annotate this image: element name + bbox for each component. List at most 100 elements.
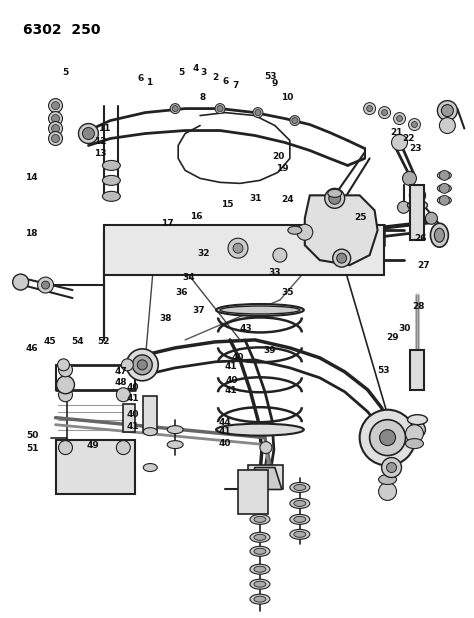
Text: 26: 26	[414, 234, 427, 243]
Text: 39: 39	[264, 347, 276, 355]
Text: 6: 6	[222, 77, 229, 86]
Circle shape	[379, 483, 397, 501]
Circle shape	[397, 116, 402, 122]
Text: 41: 41	[127, 421, 139, 431]
Ellipse shape	[438, 197, 451, 205]
Circle shape	[410, 421, 426, 438]
Ellipse shape	[250, 514, 270, 524]
Bar	[410, 185, 424, 240]
Text: 25: 25	[355, 213, 367, 222]
Ellipse shape	[167, 441, 183, 449]
Ellipse shape	[290, 499, 310, 509]
Ellipse shape	[216, 424, 304, 436]
Bar	[104, 225, 383, 245]
Ellipse shape	[294, 531, 306, 537]
Circle shape	[329, 192, 341, 205]
Text: 38: 38	[159, 315, 172, 323]
Text: 48: 48	[114, 378, 127, 387]
Circle shape	[273, 248, 287, 262]
Ellipse shape	[102, 192, 120, 201]
Circle shape	[387, 462, 397, 473]
Circle shape	[405, 425, 423, 442]
Text: 19: 19	[275, 164, 288, 173]
Ellipse shape	[290, 514, 310, 524]
Circle shape	[411, 122, 418, 127]
Text: 27: 27	[417, 261, 429, 270]
Polygon shape	[248, 468, 282, 489]
Text: 14: 14	[25, 172, 38, 182]
Circle shape	[370, 420, 405, 455]
Circle shape	[172, 106, 178, 112]
Ellipse shape	[250, 594, 270, 604]
Bar	[248, 465, 283, 489]
Ellipse shape	[254, 535, 266, 540]
Ellipse shape	[143, 428, 157, 436]
Circle shape	[325, 188, 345, 208]
Text: 22: 22	[402, 134, 414, 143]
Circle shape	[217, 106, 223, 112]
Text: 53: 53	[264, 72, 276, 80]
Text: 23: 23	[410, 143, 422, 153]
Ellipse shape	[405, 439, 423, 449]
Ellipse shape	[438, 184, 451, 192]
Circle shape	[58, 441, 73, 455]
Circle shape	[48, 122, 63, 135]
Ellipse shape	[254, 581, 266, 587]
Ellipse shape	[254, 517, 266, 522]
Ellipse shape	[408, 200, 428, 210]
Bar	[143, 396, 157, 431]
Ellipse shape	[102, 176, 120, 185]
Circle shape	[409, 119, 420, 130]
Ellipse shape	[254, 548, 266, 554]
Ellipse shape	[434, 228, 445, 242]
Ellipse shape	[294, 485, 306, 491]
Circle shape	[393, 112, 405, 125]
Text: 28: 28	[412, 302, 425, 311]
Text: 41: 41	[219, 426, 231, 436]
Text: 49: 49	[87, 441, 100, 451]
Circle shape	[292, 117, 298, 124]
Text: 11: 11	[99, 124, 111, 133]
Text: 34: 34	[182, 273, 195, 282]
Circle shape	[48, 99, 63, 112]
Text: 10: 10	[281, 93, 293, 101]
Circle shape	[57, 359, 70, 371]
Circle shape	[410, 187, 426, 203]
Text: 41: 41	[127, 394, 139, 404]
Circle shape	[215, 104, 225, 114]
Text: 13: 13	[94, 149, 106, 158]
Text: 30: 30	[398, 324, 410, 333]
Circle shape	[79, 124, 99, 143]
Text: 52: 52	[98, 337, 110, 345]
Ellipse shape	[294, 501, 306, 506]
Circle shape	[48, 112, 63, 125]
Text: 18: 18	[25, 229, 37, 238]
Text: 41: 41	[225, 362, 237, 371]
Circle shape	[382, 109, 388, 116]
Text: 7: 7	[232, 82, 239, 90]
Text: 51: 51	[27, 444, 39, 453]
Circle shape	[63, 383, 73, 393]
Text: 32: 32	[198, 249, 210, 258]
Circle shape	[116, 441, 130, 455]
Text: 40: 40	[219, 439, 231, 448]
Ellipse shape	[290, 530, 310, 540]
Circle shape	[52, 135, 60, 143]
Text: 17: 17	[161, 219, 173, 229]
Circle shape	[137, 360, 147, 370]
Text: 45: 45	[44, 337, 56, 345]
Circle shape	[392, 135, 408, 150]
Circle shape	[121, 359, 133, 371]
Text: 40: 40	[127, 410, 139, 420]
Text: 29: 29	[387, 333, 399, 342]
Ellipse shape	[220, 306, 300, 314]
Bar	[238, 470, 268, 514]
Ellipse shape	[288, 226, 302, 234]
Ellipse shape	[290, 483, 310, 493]
Polygon shape	[305, 195, 378, 265]
Circle shape	[13, 274, 28, 290]
Circle shape	[37, 277, 54, 293]
Ellipse shape	[167, 426, 183, 434]
Text: 43: 43	[239, 324, 252, 333]
Ellipse shape	[430, 223, 448, 247]
